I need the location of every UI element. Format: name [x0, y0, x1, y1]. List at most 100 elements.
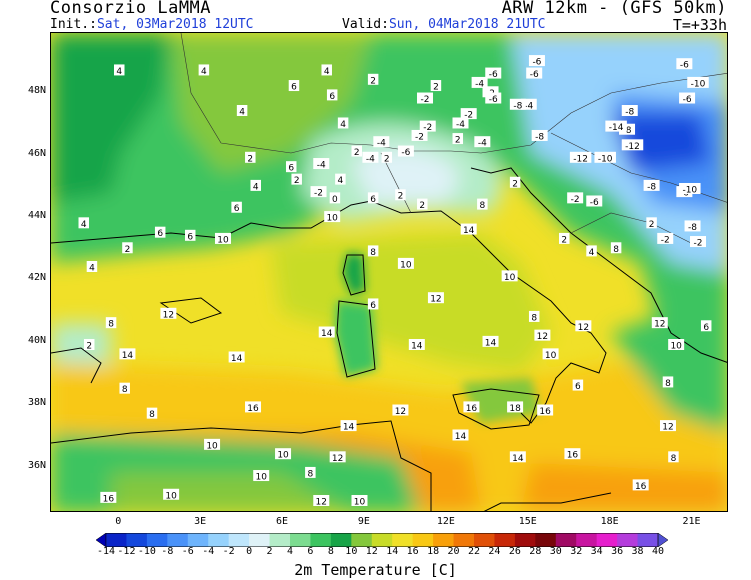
colorbar-bin	[617, 533, 639, 547]
temp-label: 14	[463, 226, 475, 236]
temp-label-box	[542, 348, 559, 360]
colorbar-tick-label: 2	[266, 546, 273, 557]
colorbar-tick-label: 32	[570, 546, 583, 557]
colorbar-tick-label: 0	[246, 546, 253, 557]
temp-label: 12	[163, 310, 174, 320]
temp-label-box	[509, 176, 521, 188]
temp-label: 2	[354, 148, 360, 158]
temp-label: 4	[201, 67, 207, 77]
colorbar-bin	[187, 533, 209, 547]
temp-label-box	[452, 133, 464, 145]
colorbar-bin	[637, 533, 659, 547]
temp-label: -12	[625, 142, 640, 152]
temp-label: 6	[291, 83, 297, 93]
init-value: Sat, 03Mar2018 12UTC	[96, 17, 254, 32]
temp-label: 12	[395, 407, 406, 417]
temp-label-box	[452, 429, 469, 441]
temp-label-box	[329, 192, 341, 204]
colorbar-bin	[290, 533, 311, 547]
colorbar-tick-label: 4	[286, 546, 294, 557]
temp-label: 4	[116, 67, 122, 77]
temp-label: -2	[423, 123, 432, 133]
temp-label: -10	[691, 79, 706, 89]
temp-label-box	[78, 217, 90, 229]
temp-label: 6	[157, 229, 163, 239]
temp-label-box	[700, 320, 712, 332]
temp-label: 2	[419, 201, 425, 211]
temp-label: -8	[623, 126, 632, 136]
temp-label: 10	[400, 260, 412, 270]
valid-label: Valid:	[342, 17, 389, 32]
temp-label-box	[321, 64, 332, 76]
colorbar-bin	[474, 533, 495, 547]
temp-label-box	[605, 120, 627, 132]
colorbar-tick-label: 22	[467, 546, 481, 557]
colorbar-tick-label: 6	[307, 546, 314, 557]
temp-label: -6	[489, 95, 498, 105]
temp-label: 0	[332, 195, 338, 205]
colorbar-bin	[412, 533, 434, 547]
lon-label: 12E	[436, 516, 455, 527]
temp-label: 8	[108, 320, 114, 330]
temp-label: 8	[665, 379, 671, 389]
temp-label-box	[83, 339, 95, 350]
colorbar-bin	[371, 533, 393, 547]
temp-label: 12	[662, 423, 673, 433]
temp-label: 8	[149, 410, 155, 420]
lat-label: 36N	[28, 459, 47, 471]
temp-label: 2	[384, 154, 390, 164]
temp-label: 10	[217, 235, 229, 245]
temp-label-box	[351, 145, 363, 157]
colorbar-ticks: -14 -12 -10 -8 -6 -4 -2 0 2 4 6 8 10 12 14 16 18 20 22 24 26…	[0, 546, 751, 558]
temp-label-box	[105, 317, 117, 329]
temp-label: -6	[590, 198, 599, 208]
temp-label-box	[114, 64, 125, 76]
temp-label-box	[285, 161, 297, 173]
temp-label-box	[528, 55, 545, 67]
temp-label-box	[471, 76, 488, 88]
temp-label-box	[395, 189, 406, 201]
temp-label: 6	[329, 92, 335, 102]
temp-label-box	[245, 401, 262, 413]
temp-label-box	[305, 466, 316, 478]
temp-label: 16	[247, 404, 259, 414]
temp-label-box	[417, 92, 434, 104]
colorbar-outline	[105, 533, 659, 547]
colorbar-bin	[228, 533, 250, 547]
temp-label-box	[572, 379, 584, 391]
colorbar-tick-label: -2	[222, 546, 235, 557]
temp-label: 4	[324, 67, 330, 77]
temp-label-box	[250, 179, 261, 191]
temp-label-box	[679, 183, 701, 194]
temp-label: -4	[475, 79, 484, 89]
temp-label: 12	[332, 454, 343, 464]
colorbar-bin	[576, 533, 598, 547]
temp-label-box	[567, 192, 584, 204]
temp-label-box	[619, 123, 636, 135]
colorbar-tick-label: 20	[447, 546, 460, 557]
temp-label-box	[381, 151, 393, 163]
colorbar-bin	[351, 533, 373, 547]
colorbar-bin	[208, 533, 230, 547]
temp-label-box	[275, 448, 292, 460]
temp-label: 4	[338, 176, 344, 186]
temp-label: 14	[455, 432, 467, 442]
temp-label: 10	[670, 342, 682, 352]
temp-label-box	[485, 67, 502, 79]
colorbar-tick-label: 14	[386, 546, 399, 557]
temp-label-box	[204, 438, 221, 450]
temp-label-box	[507, 401, 524, 413]
temp-label-box	[288, 80, 300, 92]
temp-label: 16	[539, 407, 551, 417]
temp-label-box	[679, 92, 696, 104]
colorbar-tick-label: -10	[137, 546, 156, 557]
colorbar-bin	[392, 533, 414, 547]
temp-label-box	[397, 145, 414, 157]
temp-label-box	[482, 335, 499, 347]
colorbar-bin	[494, 533, 516, 547]
temp-label-box	[427, 292, 444, 304]
colorbar-tick-label: 30	[549, 546, 562, 557]
temp-label: 8	[613, 245, 619, 255]
temp-label: 14	[122, 351, 134, 361]
